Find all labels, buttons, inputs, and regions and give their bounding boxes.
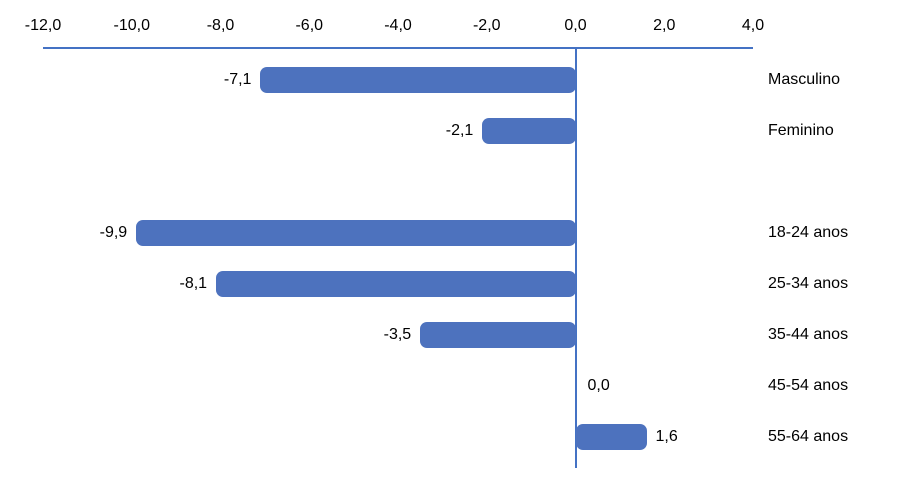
zero-baseline (574, 47, 577, 468)
x-axis-tick-label: 2,0 (653, 17, 676, 34)
bar-value-label: -3,5 (383, 326, 412, 343)
bar-value-label: -9,9 (99, 224, 128, 241)
category-label: 25-34 anos (768, 275, 849, 292)
bar-value-label: 1,6 (655, 428, 678, 445)
bar (216, 271, 576, 297)
x-axis-tick-label: -4,0 (384, 17, 412, 34)
bar (575, 424, 647, 450)
category-label: Feminino (768, 122, 834, 139)
category-label: Masculino (768, 71, 841, 88)
x-axis-line (43, 47, 753, 49)
bar (482, 118, 576, 144)
category-label: 55-64 anos (768, 428, 849, 445)
category-label: 45-54 anos (768, 377, 849, 394)
bar (420, 322, 576, 348)
x-axis-tick-label: 0,0 (564, 17, 587, 34)
bar (136, 220, 576, 246)
category-label: 18-24 anos (768, 224, 849, 241)
bar-value-label: -7,1 (223, 71, 252, 88)
bar-value-label: -8,1 (179, 275, 208, 292)
x-axis-tick-label: 4,0 (741, 17, 765, 34)
x-axis-tick-label: -10,0 (113, 17, 150, 34)
x-axis-tick-label: -6,0 (295, 17, 324, 34)
x-axis-tick-label: -12,0 (24, 17, 62, 34)
bar-value-label: -2,1 (445, 122, 474, 139)
category-label: 35-44 anos (768, 326, 849, 343)
x-axis-tick-label: -2,0 (472, 17, 501, 34)
bar-value-label: 0,0 (587, 377, 610, 394)
bar (260, 67, 576, 93)
x-axis-tick-label: -8,0 (206, 17, 235, 34)
